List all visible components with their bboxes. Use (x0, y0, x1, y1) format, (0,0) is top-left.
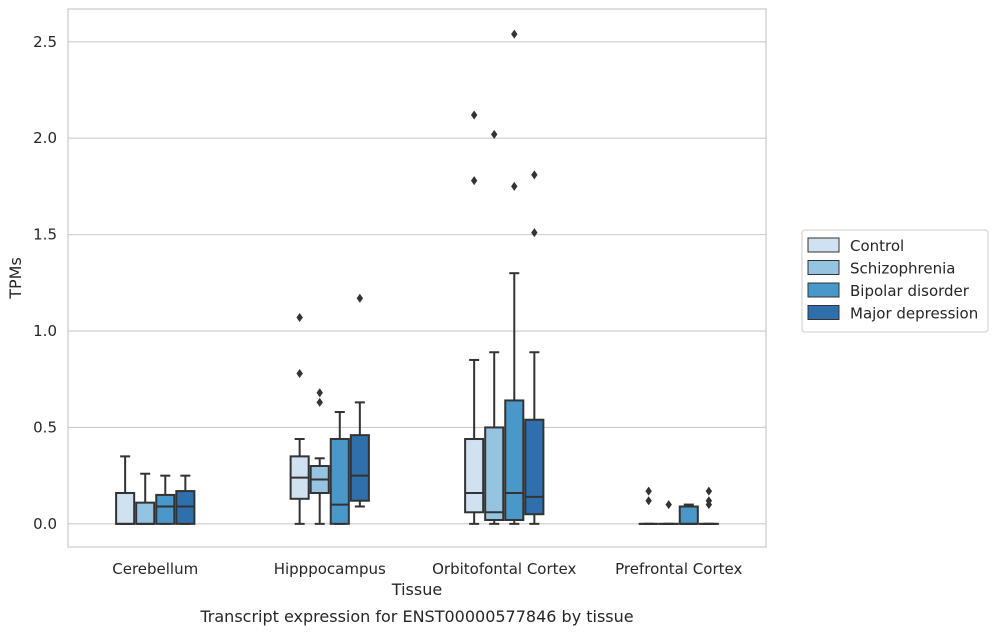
y-tick-label: 0.5 (33, 418, 57, 436)
box-iqr (680, 507, 698, 524)
plot-area-frame (68, 9, 766, 547)
box-control (465, 111, 483, 524)
box-schizophrenia (311, 388, 329, 524)
outlier-point (296, 313, 302, 322)
box-iqr (465, 439, 483, 512)
x-tick-label: Orbitofontal Cortex (432, 560, 576, 578)
y-tick-label: 1.5 (33, 226, 57, 244)
box-bipolar-disorder (680, 505, 698, 524)
outlier-point (645, 496, 651, 505)
box-groups (116, 30, 718, 524)
outlier-point (471, 111, 477, 120)
legend-label: Major depression (850, 305, 978, 323)
box-iqr (525, 420, 543, 514)
x-axis-label: Tissue (391, 580, 442, 599)
legend-label: Bipolar disorder (850, 282, 970, 300)
box-control (640, 487, 658, 524)
box-iqr (331, 439, 349, 524)
outlier-point (491, 130, 497, 139)
outlier-point (666, 500, 672, 509)
legend-label: Control (850, 237, 904, 255)
outlier-point (645, 487, 651, 496)
y-tick-label: 1.0 (33, 322, 57, 340)
y-axis-label: TPMs (6, 257, 25, 300)
box-control (116, 456, 134, 523)
y-tick-label: 2.0 (33, 129, 57, 147)
chart-caption: Transcript expression for ENST0000057784… (199, 607, 633, 626)
box-schizophrenia (660, 500, 678, 524)
outlier-point (531, 228, 537, 237)
legend-swatch (808, 306, 839, 320)
legend-swatch (808, 283, 839, 297)
box-schizophrenia (485, 130, 503, 524)
box-bipolar-disorder (505, 30, 523, 524)
gridlines (68, 42, 766, 524)
x-axis-ticks: Cerebellum Hipppocampus Orbitofontal Corte… (112, 560, 742, 578)
box-major-depression (176, 476, 194, 524)
box-control (291, 313, 309, 524)
box-major-depression (351, 294, 369, 507)
outlier-point (706, 487, 712, 496)
box-major-depression (700, 487, 718, 524)
box-major-depression (525, 170, 543, 524)
outlier-point (317, 398, 323, 407)
x-tick-label: Prefrontal Cortex (615, 560, 742, 578)
box-bipolar-disorder (331, 412, 349, 524)
legend-swatch (808, 238, 839, 252)
outlier-point (511, 30, 517, 39)
outlier-point (471, 176, 477, 185)
legend-swatch (808, 261, 839, 275)
box-iqr (485, 427, 503, 520)
y-axis-ticks: 0.0 0.5 1.0 1.5 2.0 2.5 (33, 33, 57, 533)
outlier-point (511, 182, 517, 191)
box-schizophrenia (136, 474, 154, 524)
x-tick-label: Hipppocampus (274, 560, 386, 578)
outlier-point (357, 294, 363, 303)
outlier-point (531, 170, 537, 179)
box-iqr (156, 495, 174, 524)
y-tick-label: 0.0 (33, 515, 57, 533)
box-iqr (505, 400, 523, 520)
box-iqr (136, 503, 154, 524)
x-tick-label: Cerebellum (112, 560, 198, 578)
legend-label: Schizophrenia (850, 260, 955, 278)
y-tick-label: 2.5 (33, 33, 57, 51)
box-iqr (351, 435, 369, 501)
outlier-point (317, 388, 323, 397)
box-bipolar-disorder (156, 476, 174, 524)
outlier-point (296, 369, 302, 378)
legend: Control Schizophrenia Bipolar disorder Majo… (802, 230, 988, 332)
box-iqr (116, 493, 134, 524)
